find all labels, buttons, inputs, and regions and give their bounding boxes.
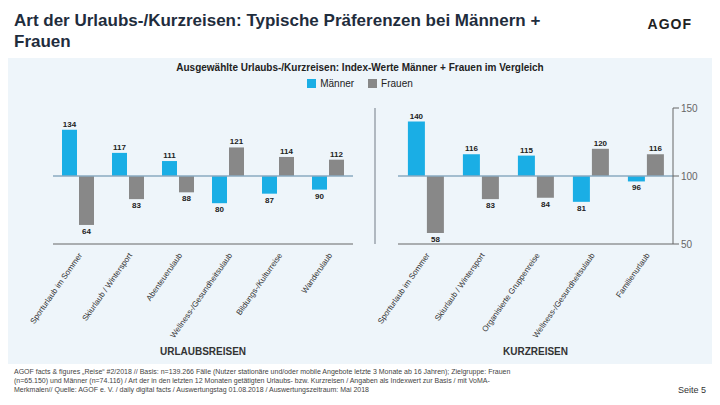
svg-text:Skiurlaub / Wintersport: Skiurlaub / Wintersport bbox=[433, 251, 487, 323]
svg-text:Wanderulaub: Wanderulaub bbox=[300, 251, 335, 295]
svg-text:115: 115 bbox=[520, 146, 533, 155]
svg-text:81: 81 bbox=[577, 204, 586, 213]
svg-text:83: 83 bbox=[132, 201, 141, 210]
svg-text:121: 121 bbox=[230, 137, 244, 146]
svg-text:58: 58 bbox=[431, 235, 440, 244]
svg-text:Organisierte Gruppenreise: Organisierte Gruppenreise bbox=[480, 251, 542, 334]
svg-text:Skiurlaub / Wintersport: Skiurlaub / Wintersport bbox=[81, 251, 135, 323]
svg-text:114: 114 bbox=[280, 147, 293, 156]
html-text:Ausgewählte Urlaubs-/Kurzreise: Ausgewählte Urlaubs-/Kurzreisen: Index-W… bbox=[176, 62, 544, 73]
svg-text:150: 150 bbox=[681, 103, 698, 114]
html-text:Männer: Männer bbox=[320, 78, 355, 89]
svg-text:88: 88 bbox=[182, 194, 191, 203]
svg-text:116: 116 bbox=[649, 144, 662, 153]
svg-text:80: 80 bbox=[215, 205, 224, 214]
html-text:Seite 5: Seite 5 bbox=[678, 385, 706, 395]
svg-text:50: 50 bbox=[681, 239, 693, 250]
svg-text:140: 140 bbox=[410, 112, 424, 121]
html-text:URLAUBSREISEN: URLAUBSREISEN bbox=[159, 346, 247, 357]
svg-text:84: 84 bbox=[541, 200, 550, 209]
svg-text:96: 96 bbox=[632, 183, 641, 192]
html-text:AGOF: AGOF bbox=[647, 16, 692, 32]
svg-text:Sporturlaub im Sommer: Sporturlaub im Sommer bbox=[376, 251, 432, 326]
html-text:Frauen: Frauen bbox=[381, 78, 413, 89]
svg-text:111: 111 bbox=[163, 151, 176, 160]
svg-text:116: 116 bbox=[465, 144, 478, 153]
svg-text:134: 134 bbox=[63, 120, 77, 129]
svg-text:64: 64 bbox=[82, 227, 91, 236]
svg-text:Familienurlaub: Familienurlaub bbox=[614, 251, 652, 300]
svg-text:120: 120 bbox=[594, 139, 608, 148]
svg-text:112: 112 bbox=[330, 150, 343, 159]
svg-text:Wellness-/Gesundheitsulaub: Wellness-/Gesundheitsulaub bbox=[169, 251, 235, 340]
svg-text:117: 117 bbox=[113, 143, 126, 152]
html-text:Merkmalen// Quelle: AGOF e. V.: Merkmalen// Quelle: AGOF e. V. / daily d… bbox=[14, 386, 369, 393]
html-text:AGOF facts & figures „Reise“ #: AGOF facts & figures „Reise“ #2/2018 // … bbox=[14, 368, 511, 375]
svg-text:87: 87 bbox=[265, 196, 274, 205]
svg-text:Abenteuerulaub: Abenteuerulaub bbox=[145, 251, 185, 303]
html-text:KURZREISEN: KURZREISEN bbox=[503, 346, 568, 357]
html-text:Art der Urlaubs-/Kurzreisen: T: Art der Urlaubs-/Kurzreisen: Typische Pr… bbox=[14, 11, 541, 51]
html-text:(n=65.150) und Männer (n=74.11: (n=65.150) und Männer (n=74.116) / Art d… bbox=[14, 377, 490, 384]
svg-text:90: 90 bbox=[315, 192, 324, 201]
svg-text:83: 83 bbox=[486, 201, 495, 210]
svg-text:Sporturlaub im Sommer: Sporturlaub im Sommer bbox=[28, 251, 84, 326]
svg-text:100: 100 bbox=[681, 171, 698, 182]
svg-text:Wellness-/Gesundheitsulaub: Wellness-/Gesundheitsulaub bbox=[531, 251, 597, 340]
svg-text:Bildungs-/Kulturreise: Bildungs-/Kulturreise bbox=[235, 251, 285, 317]
